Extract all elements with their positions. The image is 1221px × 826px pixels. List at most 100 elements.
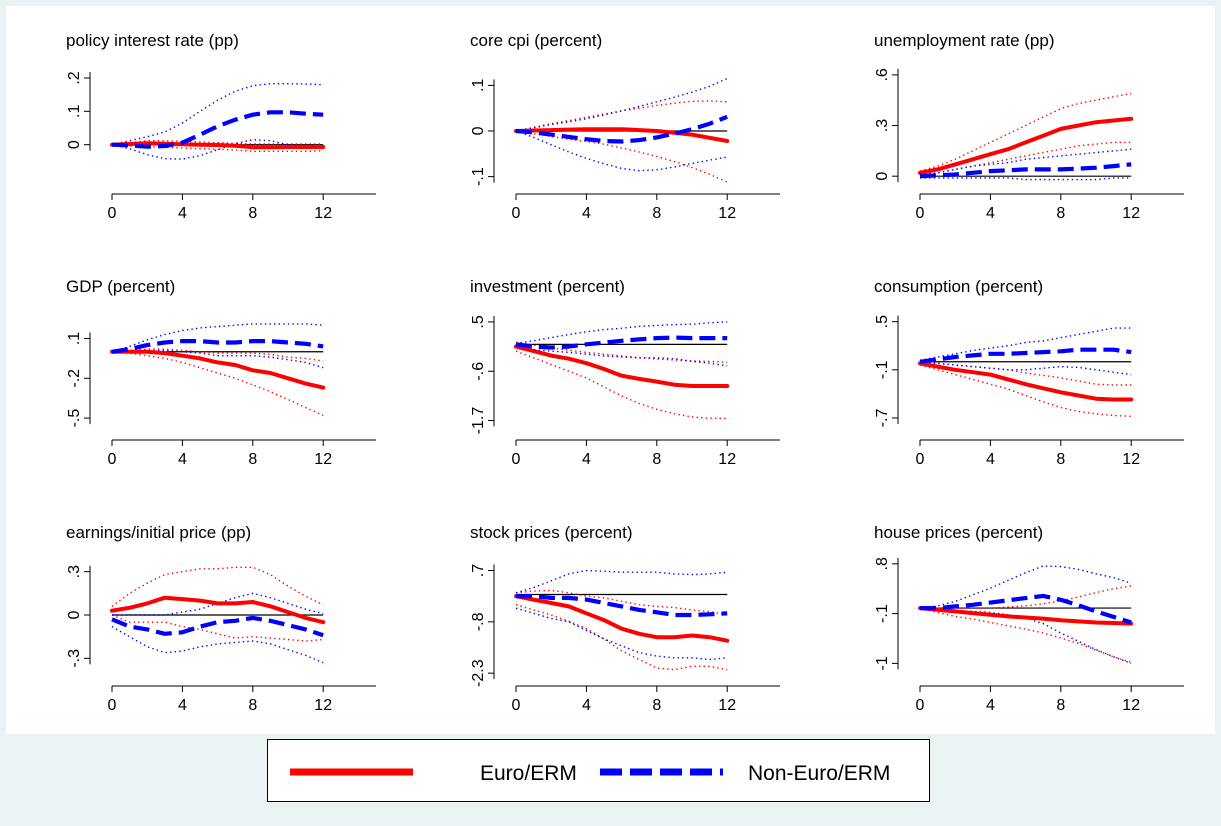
x-tick-label: 0	[512, 697, 521, 714]
euro-erm-upper-line	[111, 140, 324, 146]
x-tick-label: 8	[1056, 205, 1065, 222]
y-tick-label: -.6	[470, 362, 487, 381]
euro-erm-upper-line	[515, 341, 728, 363]
legend-label-non-euro: Non-Euro/ERM	[748, 762, 890, 785]
y-tick-label: 0	[66, 610, 83, 619]
non-euro-erm-upper-line	[515, 569, 728, 594]
euro-erm-mean-line	[514, 127, 730, 143]
non-euro-erm-mean-line	[111, 110, 324, 149]
euro-erm-mean-line	[918, 361, 1134, 402]
x-tick-label: 0	[916, 205, 925, 222]
panel-svg: stock prices (percent) -2.3 -.8 .7 0 4 8 12	[470, 523, 780, 714]
y-tick-label: .3	[66, 565, 83, 578]
euro-erm-lower-line	[515, 350, 728, 419]
euro-erm-lower-line	[515, 604, 728, 671]
x-tick-label: 4	[986, 697, 995, 714]
euro-erm-mean-line	[514, 344, 730, 388]
panel-title-investment-percent: investment (percent)	[470, 277, 625, 296]
y-tick-label: 0	[66, 140, 83, 149]
y-tick-label: .1	[66, 332, 83, 345]
y-tick-label: -1.7	[470, 407, 487, 435]
panel-core-cpi: core cpi (percent) -.1 0 .1 0 4 8 12	[470, 30, 800, 231]
euro-erm-mean-line	[918, 606, 1134, 626]
x-tick-label: 8	[1056, 697, 1065, 714]
y-tick-label: -.8	[470, 612, 487, 631]
euro-erm-mean-line	[514, 594, 730, 643]
x-tick-label: 12	[1122, 205, 1140, 222]
euro-erm-upper-line	[919, 361, 1132, 386]
x-tick-label: 12	[1122, 697, 1140, 714]
y-tick-label: -.1	[470, 167, 487, 186]
y-tick-label: .3	[874, 119, 891, 132]
panel-consumption: consumption (percent) -.7 -.1 .5 0 4 8 12	[874, 276, 1204, 477]
panel-earnings-initial-price: earnings/initial price (pp) -.3 0 .3 0 4 8 12	[66, 522, 396, 723]
x-tick-label: 0	[512, 451, 521, 468]
x-tick-label: 4	[582, 205, 591, 222]
non-euro-erm-mean-line	[516, 594, 728, 618]
x-tick-label: 8	[1056, 451, 1065, 468]
x-tick-label: 0	[916, 697, 925, 714]
y-tick-label: .8	[874, 557, 891, 570]
non-euro-erm-lower-line	[515, 345, 728, 367]
non-euro-erm-mean-line	[515, 335, 728, 350]
euro-erm-lower-line	[111, 144, 324, 152]
non-euro-erm-mean-line	[111, 339, 324, 354]
x-tick-label: 0	[108, 451, 117, 468]
legend: Euro/ERM Non-Euro/ERM	[267, 739, 930, 802]
non-euro-erm-lower-line	[515, 607, 728, 661]
y-tick-label: 0	[470, 126, 487, 135]
x-tick-label: 0	[108, 697, 117, 714]
panel-gdp: GDP (percent) -.5 -.2 .1 0 4 8 12	[66, 276, 396, 477]
x-tick-label: 12	[718, 697, 736, 714]
x-tick-label: 8	[248, 697, 257, 714]
panel-svg: consumption (percent) -.7 -.1 .5 0 4 8 12	[874, 277, 1184, 468]
y-tick-label: .5	[470, 315, 487, 328]
euro-erm-mean-line	[110, 595, 326, 625]
x-tick-label: 12	[718, 451, 736, 468]
panel-title-earnings-initial-price-pp: earnings/initial price (pp)	[66, 523, 251, 542]
panel-title-house-prices-percent: house prices (percent)	[874, 523, 1043, 542]
panel-title-consumption-percent: consumption (percent)	[874, 277, 1043, 296]
non-euro-erm-upper-line	[111, 83, 324, 146]
panel-svg: earnings/initial price (pp) -.3 0 .3 0 4 8 12	[66, 523, 376, 714]
euro-erm-upper-line	[111, 566, 324, 607]
y-tick-label: -.3	[66, 649, 83, 668]
euro-erm-lower-line	[515, 130, 728, 183]
y-tick-label: -1	[874, 656, 891, 670]
panel-svg: policy interest rate (pp) 0 .1 .2 0 4 8 12	[66, 31, 376, 222]
euro-erm-mean-line	[110, 349, 326, 390]
y-tick-label: -2.3	[470, 659, 487, 687]
x-tick-label: 8	[248, 451, 257, 468]
y-tick-label: .6	[874, 68, 891, 81]
panel-svg: core cpi (percent) -.1 0 .1 0 4 8 12	[470, 31, 780, 222]
euro-erm-lower-line	[111, 614, 324, 642]
euro-erm-upper-line	[515, 100, 728, 132]
y-tick-label: .1	[66, 105, 83, 118]
panel-svg: GDP (percent) -.5 -.2 .1 0 4 8 12	[66, 277, 376, 468]
y-tick-label: -.7	[874, 409, 891, 428]
non-euro-erm-upper-line	[919, 327, 1132, 361]
non-euro-erm-upper-line	[919, 148, 1132, 176]
x-tick-label: 8	[652, 451, 661, 468]
x-tick-label: 4	[178, 451, 187, 468]
non-euro-erm-upper-line	[919, 565, 1132, 609]
x-tick-label: 4	[582, 451, 591, 468]
panel-policy-interest-rate: policy interest rate (pp) 0 .1 .2 0 4 8 12	[66, 30, 396, 231]
x-tick-label: 4	[178, 205, 187, 222]
y-tick-label: .7	[470, 564, 487, 577]
y-tick-label: -.2	[66, 369, 83, 388]
panel-unemployment-rate: unemployment rate (pp) 0 .3 .6 0 4 8 12	[874, 30, 1204, 231]
panel-title-unemployment-rate-pp: unemployment rate (pp)	[874, 31, 1054, 50]
panel-svg: investment (percent) -1.7 -.6 .5 0 4 8 12	[470, 277, 780, 468]
x-tick-label: 8	[652, 205, 661, 222]
euro-erm-upper-line	[515, 589, 728, 616]
x-tick-label: 8	[248, 205, 257, 222]
x-tick-label: 0	[916, 451, 925, 468]
panel-title-policy-interest-rate-pp: policy interest rate (pp)	[66, 31, 239, 50]
y-tick-label: -.1	[874, 360, 891, 379]
non-euro-erm-mean-line	[515, 114, 728, 144]
euro-erm-upper-line	[111, 348, 324, 362]
x-tick-label: 0	[108, 205, 117, 222]
non-euro-erm-mean-line	[920, 593, 1132, 625]
x-tick-label: 4	[986, 205, 995, 222]
